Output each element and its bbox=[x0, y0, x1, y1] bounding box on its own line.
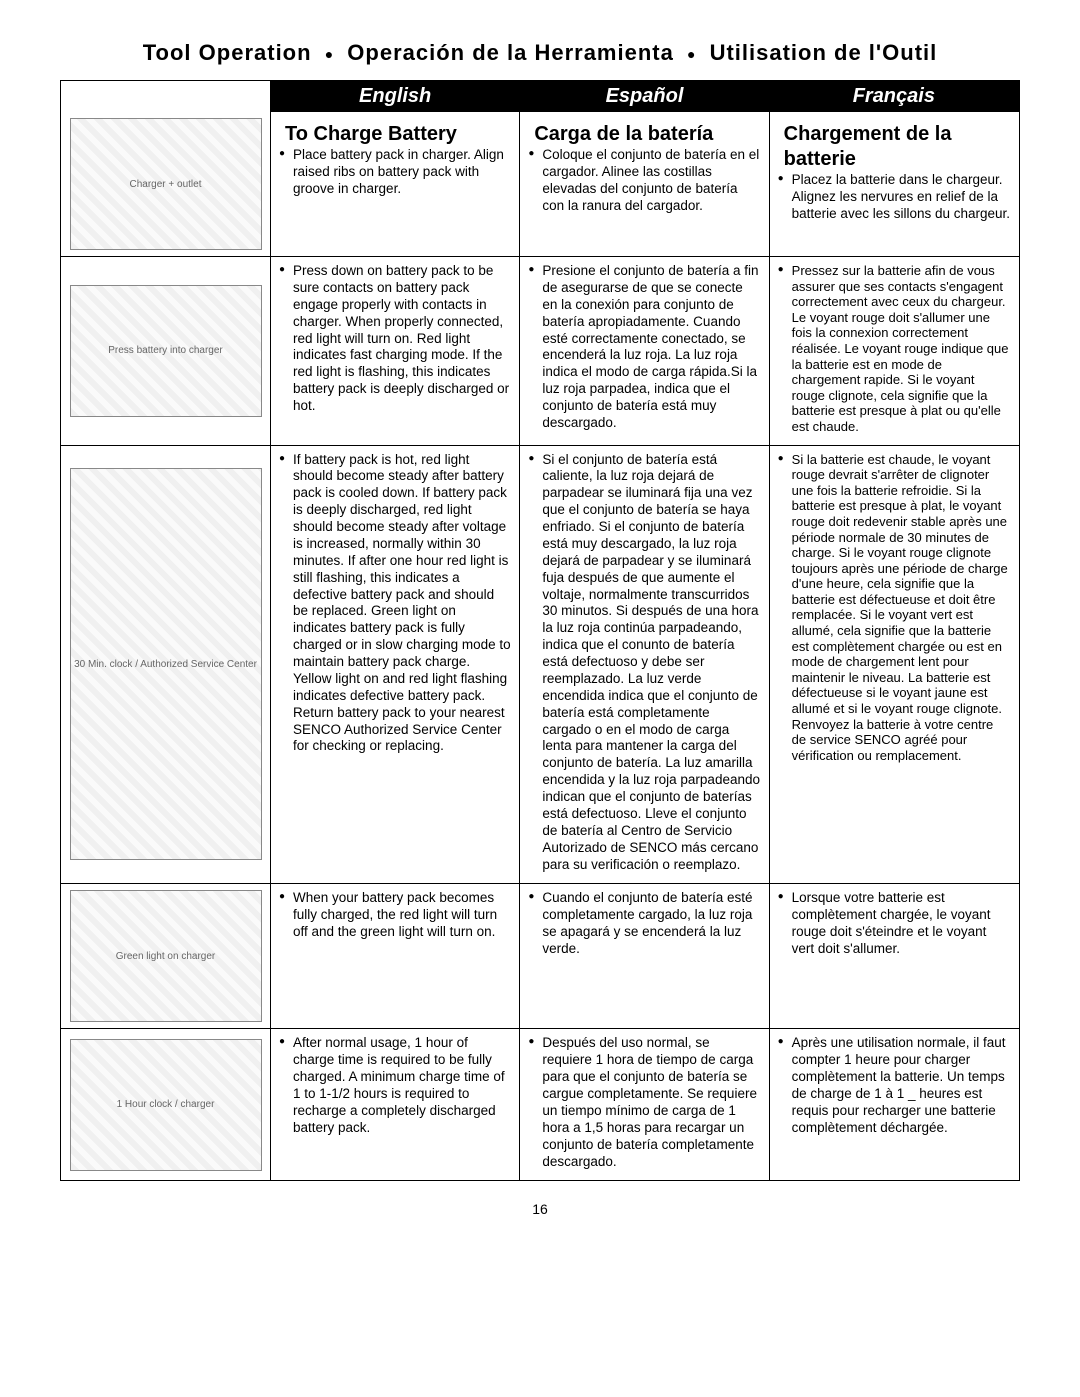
text-cell-es: Presione el conjunto de batería a fin de… bbox=[520, 257, 769, 446]
text-cell-en: Press down on battery pack to be sure co… bbox=[271, 257, 520, 446]
illustration-cell: Green light on charger bbox=[61, 884, 271, 1029]
bullet-separator-icon: ● bbox=[325, 46, 334, 62]
step-text: Coloque el conjunto de batería en el car… bbox=[528, 147, 760, 215]
charger-press-illustration-icon: Press battery into charger bbox=[70, 285, 262, 417]
step-text: Lorsque votre batterie est complètement … bbox=[778, 890, 1011, 958]
text-cell-fr: Chargement de la batterie Placez la batt… bbox=[770, 112, 1019, 257]
step-text: When your battery pack becomes fully cha… bbox=[279, 890, 511, 941]
one-hour-illustration-icon: 1 Hour clock / charger bbox=[70, 1039, 262, 1171]
section-title-fr: Chargement de la batterie bbox=[778, 118, 1011, 172]
step-text: Si el conjunto de batería está caliente,… bbox=[528, 452, 760, 874]
instruction-table: English Español Français Charger + outle… bbox=[60, 80, 1020, 1181]
text-cell-es: Después del uso normal, se requiere 1 ho… bbox=[520, 1029, 769, 1180]
lang-header-fr: Français bbox=[770, 81, 1019, 112]
illustration-cell: Press battery into charger bbox=[61, 257, 271, 446]
title-part-en: Tool Operation bbox=[143, 40, 312, 65]
text-cell-en: If battery pack is hot, red light should… bbox=[271, 446, 520, 885]
title-part-fr: Utilisation de l'Outil bbox=[710, 40, 938, 65]
manual-page: Tool Operation ● Operación de la Herrami… bbox=[0, 0, 1080, 1247]
step-text: Après une utilisation normale, il faut c… bbox=[778, 1035, 1011, 1136]
empty-header-cell bbox=[61, 81, 271, 112]
illustration-cell: 30 Min. clock / Authorized Service Cente… bbox=[61, 446, 271, 885]
section-title-en: To Charge Battery bbox=[279, 118, 511, 147]
step-text: Pressez sur la batterie afin de vous ass… bbox=[778, 263, 1011, 435]
lang-header-es: Español bbox=[520, 81, 769, 112]
step-text: After normal usage, 1 hour of charge tim… bbox=[279, 1035, 511, 1136]
green-light-illustration-icon: Green light on charger bbox=[70, 890, 262, 1022]
text-cell-en: When your battery pack becomes fully cha… bbox=[271, 884, 520, 1029]
lang-header-en: English bbox=[271, 81, 520, 112]
text-cell-fr: Lorsque votre batterie est complètement … bbox=[770, 884, 1019, 1029]
bullet-separator-icon: ● bbox=[687, 46, 696, 62]
charger-illustration-icon: Charger + outlet bbox=[70, 118, 262, 250]
illus-label: Green light on charger bbox=[116, 951, 216, 962]
step-text: Press down on battery pack to be sure co… bbox=[279, 263, 511, 415]
text-cell-es: Carga de la batería Coloque el conjunto … bbox=[520, 112, 769, 257]
text-cell-en: After normal usage, 1 hour of charge tim… bbox=[271, 1029, 520, 1180]
section-title-es: Carga de la batería bbox=[528, 118, 760, 147]
text-cell-en: To Charge Battery Place battery pack in … bbox=[271, 112, 520, 257]
illustration-cell: 1 Hour clock / charger bbox=[61, 1029, 271, 1180]
page-main-title: Tool Operation ● Operación de la Herrami… bbox=[60, 40, 1020, 66]
step-text: Después del uso normal, se requiere 1 ho… bbox=[528, 1035, 760, 1170]
text-cell-es: Si el conjunto de batería está caliente,… bbox=[520, 446, 769, 885]
text-cell-es: Cuando el conjunto de batería esté compl… bbox=[520, 884, 769, 1029]
illus-label: 1 Hour clock / charger bbox=[117, 1099, 215, 1110]
illus-label: Press battery into charger bbox=[108, 345, 223, 356]
title-part-es: Operación de la Herramienta bbox=[347, 40, 674, 65]
illus-label: 30 Min. clock / Authorized Service Cente… bbox=[74, 659, 257, 670]
page-number: 16 bbox=[60, 1201, 1020, 1217]
step-text: Place battery pack in charger. Align rai… bbox=[279, 147, 511, 198]
step-text: Placez la batterie dans le chargeur. Ali… bbox=[778, 172, 1011, 223]
text-cell-fr: Après une utilisation normale, il faut c… bbox=[770, 1029, 1019, 1180]
step-text: Presione el conjunto de batería a fin de… bbox=[528, 263, 760, 432]
step-text: Cuando el conjunto de batería esté compl… bbox=[528, 890, 760, 958]
illus-label: Charger + outlet bbox=[130, 179, 202, 190]
service-center-illustration-icon: 30 Min. clock / Authorized Service Cente… bbox=[70, 468, 262, 860]
step-text: If battery pack is hot, red light should… bbox=[279, 452, 511, 756]
step-text: Si la batterie est chaude, le voyant rou… bbox=[778, 452, 1011, 764]
text-cell-fr: Si la batterie est chaude, le voyant rou… bbox=[770, 446, 1019, 885]
illustration-cell: Charger + outlet bbox=[61, 112, 271, 257]
text-cell-fr: Pressez sur la batterie afin de vous ass… bbox=[770, 257, 1019, 446]
